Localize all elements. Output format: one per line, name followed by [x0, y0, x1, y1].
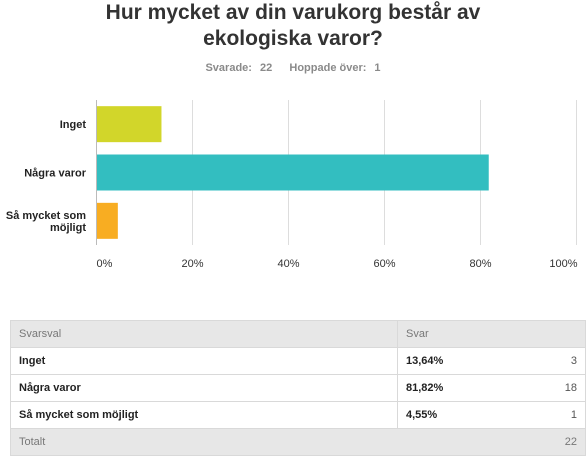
category-label: Inget — [60, 119, 87, 131]
x-tick-label: 60% — [373, 258, 395, 270]
header-option: Svarsval — [10, 320, 398, 348]
header-answers: Svar — [397, 320, 524, 348]
header-count — [524, 320, 586, 348]
category-label: Några varor — [24, 168, 86, 180]
table-row: Så mycket som möjligt 4,55% 1 — [10, 401, 586, 429]
row-percent: 81,82% — [397, 374, 524, 402]
bar — [97, 154, 489, 191]
table-row: Inget 13,64% 3 — [10, 347, 586, 375]
row-percent: 4,55% — [397, 401, 524, 429]
row-percent: 13,64% — [397, 347, 524, 375]
response-table: Svarsval Svar Inget 13,64% 3 Några varor… — [10, 320, 586, 456]
row-option: Så mycket som möjligt — [10, 401, 398, 429]
question-title: Hur mycket av din varukorg består av eko… — [105, 1, 481, 50]
row-option: Några varor — [10, 374, 398, 402]
row-count: 18 — [524, 374, 586, 402]
x-tick-label: 80% — [469, 258, 491, 270]
bar — [97, 106, 162, 143]
row-count: 3 — [524, 347, 586, 375]
skipped-label: Hoppade över: — [289, 62, 367, 74]
row-count: 1 — [524, 401, 586, 429]
response-summary: Svarade: 22 Hoppade över: 1 — [0, 62, 586, 74]
row-option: Inget — [10, 347, 398, 375]
x-tick-label: 20% — [181, 258, 203, 270]
category-label: Så mycket som möjligt — [6, 210, 86, 234]
answered-label: Svarade: — [205, 62, 252, 74]
table-total-row: Totalt 22 — [10, 428, 586, 456]
bar — [97, 202, 118, 239]
bar-chart: 0% 20% 40% 60% 80% 100% Inget Några varor Så myc… — [6, 100, 578, 270]
x-tick-label: 100% — [549, 258, 577, 270]
skipped-count: 1 — [374, 62, 381, 74]
answered-count: 22 — [259, 62, 273, 74]
table-row: Några varor 81,82% 18 — [10, 374, 586, 402]
total-count: 22 — [524, 428, 586, 456]
table-header-row: Svarsval Svar — [10, 320, 586, 348]
x-tick-label: 0% — [97, 258, 113, 270]
x-tick-label: 40% — [277, 258, 299, 270]
total-label: Totalt — [10, 428, 524, 456]
